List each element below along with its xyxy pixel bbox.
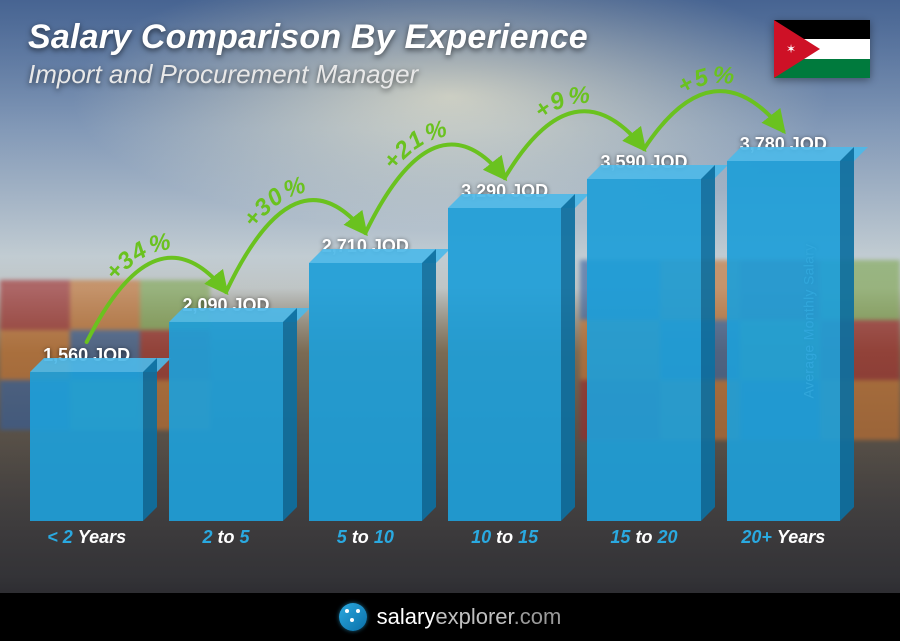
x-label: 5 to 10 — [309, 527, 422, 555]
bar-col: 3,780 JOD — [727, 134, 840, 521]
x-label: < 2 Years — [30, 527, 143, 555]
site-com: .com — [514, 604, 562, 629]
bar-col: 2,090 JOD — [169, 295, 282, 521]
bar — [448, 208, 561, 521]
page-title: Salary Comparison By Experience — [28, 18, 872, 57]
bar — [30, 372, 143, 521]
bar — [309, 263, 422, 521]
header: Salary Comparison By Experience Import a… — [28, 18, 872, 90]
x-label: 2 to 5 — [169, 527, 282, 555]
x-labels: < 2 Years 2 to 5 5 to 10 10 to 15 15 to 20 20… — [30, 527, 840, 555]
bars-container: 1,560 JOD2,090 JOD2,710 JOD3,290 JOD3,59… — [30, 130, 840, 521]
bar — [169, 322, 282, 521]
bar-col: 3,290 JOD — [448, 181, 561, 521]
x-label: 10 to 15 — [448, 527, 561, 555]
site-name: salaryexplorer.com — [377, 604, 562, 630]
flag-jordan: ✶ — [774, 20, 870, 78]
x-label: 20+ Years — [727, 527, 840, 555]
bar — [587, 179, 700, 521]
footer: salaryexplorer.com — [0, 593, 900, 641]
logo-icon — [339, 603, 367, 631]
salary-chart: 1,560 JOD2,090 JOD2,710 JOD3,290 JOD3,59… — [30, 130, 840, 555]
site-salary: salary — [377, 604, 436, 629]
bar — [727, 161, 840, 521]
bar-col: 3,590 JOD — [587, 152, 700, 521]
x-label: 15 to 20 — [587, 527, 700, 555]
page-subtitle: Import and Procurement Manager — [28, 59, 872, 90]
site-explorer: explorer — [435, 604, 513, 629]
bar-col: 2,710 JOD — [309, 236, 422, 521]
bar-col: 1,560 JOD — [30, 345, 143, 521]
